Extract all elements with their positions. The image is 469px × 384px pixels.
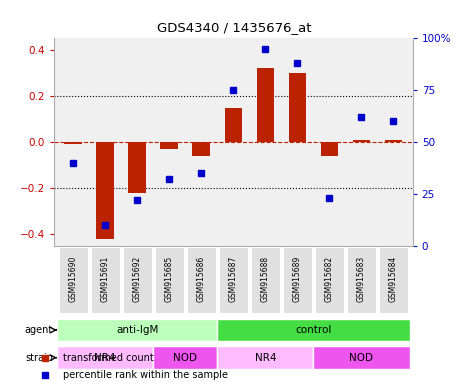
Text: GSM915692: GSM915692 [133, 256, 142, 302]
Bar [288, 73, 306, 142]
FancyBboxPatch shape [91, 247, 120, 313]
Text: GSM915687: GSM915687 [229, 256, 238, 302]
Text: GDS4340 / 1435676_at: GDS4340 / 1435676_at [157, 21, 312, 34]
FancyBboxPatch shape [313, 346, 409, 369]
Text: anti-IgM: anti-IgM [116, 325, 159, 335]
Text: GSM915683: GSM915683 [357, 256, 366, 302]
Bar [160, 142, 178, 149]
Text: percentile rank within the sample: percentile rank within the sample [63, 370, 228, 381]
FancyBboxPatch shape [283, 247, 312, 313]
Text: transformed count: transformed count [63, 353, 154, 363]
Text: GSM915682: GSM915682 [325, 256, 334, 302]
Text: control: control [295, 325, 332, 335]
Text: GSM915685: GSM915685 [165, 256, 174, 302]
FancyBboxPatch shape [379, 247, 408, 313]
FancyBboxPatch shape [315, 247, 344, 313]
Bar [129, 142, 146, 193]
Text: NR4: NR4 [94, 353, 116, 363]
Text: GSM915686: GSM915686 [197, 256, 206, 302]
Text: NR4: NR4 [255, 353, 276, 363]
Text: GSM915690: GSM915690 [68, 256, 78, 302]
FancyBboxPatch shape [217, 319, 409, 341]
Text: agent: agent [25, 325, 53, 335]
FancyBboxPatch shape [217, 346, 313, 369]
Bar [64, 142, 82, 144]
FancyBboxPatch shape [123, 247, 151, 313]
Text: strain: strain [25, 353, 53, 363]
FancyBboxPatch shape [187, 247, 216, 313]
Bar [97, 142, 114, 239]
Text: GSM915688: GSM915688 [261, 256, 270, 302]
FancyBboxPatch shape [347, 247, 376, 313]
Text: GSM915684: GSM915684 [389, 256, 398, 302]
Text: GSM915691: GSM915691 [101, 256, 110, 302]
FancyBboxPatch shape [57, 346, 153, 369]
Bar [321, 142, 338, 156]
Bar [225, 108, 242, 142]
FancyBboxPatch shape [251, 247, 280, 313]
FancyBboxPatch shape [59, 247, 88, 313]
Text: GSM915689: GSM915689 [293, 256, 302, 302]
FancyBboxPatch shape [153, 346, 217, 369]
FancyBboxPatch shape [219, 247, 248, 313]
Bar [385, 140, 402, 142]
Text: NOD: NOD [349, 353, 373, 363]
FancyBboxPatch shape [155, 247, 184, 313]
Bar [257, 68, 274, 142]
Text: NOD: NOD [173, 353, 197, 363]
FancyBboxPatch shape [57, 319, 217, 341]
Bar [353, 140, 370, 142]
Bar [192, 142, 210, 156]
